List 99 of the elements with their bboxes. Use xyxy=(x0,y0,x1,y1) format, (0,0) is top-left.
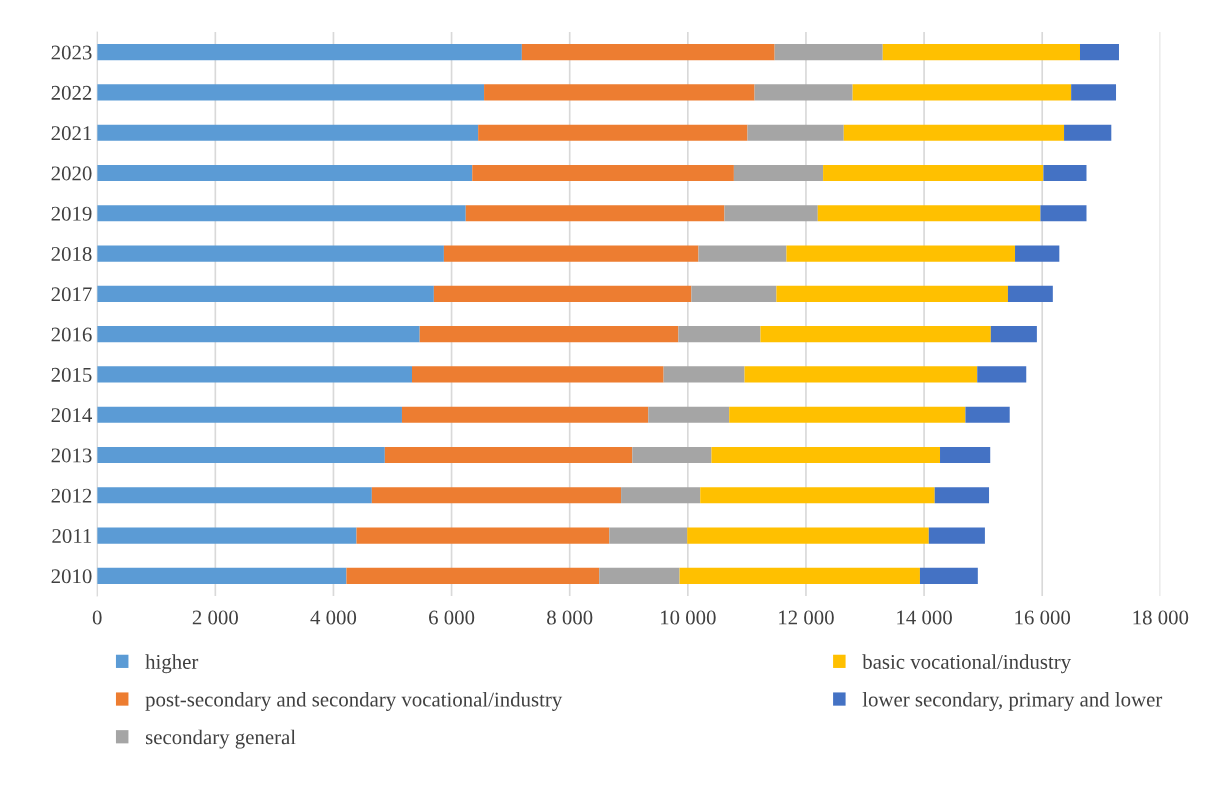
bar xyxy=(472,164,734,182)
bar xyxy=(97,285,434,302)
y-tick-label: 2019 xyxy=(51,206,92,221)
x-tick-label: 2 000 xyxy=(192,610,238,625)
bar xyxy=(1007,285,1053,302)
bar xyxy=(401,406,649,423)
bar xyxy=(412,366,664,383)
bar xyxy=(1015,245,1060,262)
bar xyxy=(928,527,985,544)
bar xyxy=(1064,124,1112,141)
bar xyxy=(1071,84,1117,101)
bar xyxy=(599,567,680,584)
bar xyxy=(97,366,412,383)
bar xyxy=(774,44,883,61)
bar xyxy=(648,406,730,423)
y-tick-label: 2017 xyxy=(51,287,92,302)
y-tick-label: 2018 xyxy=(51,246,92,261)
bar xyxy=(711,446,941,464)
bar xyxy=(97,44,522,61)
bar xyxy=(817,205,1041,222)
bar xyxy=(990,326,1037,343)
bar xyxy=(1043,164,1087,182)
bar xyxy=(1080,44,1119,61)
bar xyxy=(965,406,1010,423)
x-tick-label: 4 000 xyxy=(310,610,357,625)
y-tick-label: 2023 xyxy=(51,45,92,60)
bar xyxy=(356,527,610,544)
bar xyxy=(786,245,1016,262)
y-tick-label: 2021 xyxy=(51,126,92,141)
bar xyxy=(484,84,755,101)
bar xyxy=(700,487,935,504)
x-tick-label: 18 000 xyxy=(1133,610,1189,625)
bar xyxy=(698,245,787,262)
bar xyxy=(97,245,444,262)
x-tick-label: 12 000 xyxy=(779,610,834,625)
bar xyxy=(977,366,1027,383)
bar xyxy=(1040,205,1087,222)
legend-label: secondary general xyxy=(145,729,296,749)
x-tick-label: 6 000 xyxy=(429,610,475,625)
bar xyxy=(733,164,824,182)
bar xyxy=(97,446,385,464)
y-tick-label: 2012 xyxy=(51,488,92,503)
bar xyxy=(729,406,966,423)
bar xyxy=(724,205,818,222)
y-tick-label: 2010 xyxy=(51,569,92,584)
bar xyxy=(744,366,978,383)
bar xyxy=(384,446,633,464)
bar xyxy=(679,567,920,584)
y-tick-label: 2011 xyxy=(52,528,92,543)
x-tick-label: 0 xyxy=(92,610,102,625)
bar xyxy=(419,326,679,343)
legend-label: basic vocational/industry xyxy=(862,654,1072,674)
y-tick-label: 2015 xyxy=(51,367,92,382)
legend-label: higher xyxy=(145,654,199,674)
bar xyxy=(97,487,372,504)
y-tick-label: 2016 xyxy=(51,327,92,342)
bar xyxy=(776,285,1008,302)
legend-label: post-secondary and secondary vocational/industry xyxy=(145,691,563,711)
bar xyxy=(691,285,777,302)
y-tick-label: 2020 xyxy=(51,166,92,181)
y-tick-label: 2013 xyxy=(51,448,92,463)
bar xyxy=(609,527,688,544)
bar xyxy=(465,205,725,222)
bar xyxy=(97,567,347,584)
bar xyxy=(852,84,1072,101)
bar xyxy=(371,487,622,504)
y-tick-label: 2022 xyxy=(51,85,92,100)
bar xyxy=(687,527,929,544)
legend-label: lower secondary, primary and lower xyxy=(862,691,1163,711)
bar xyxy=(478,124,748,141)
x-tick-label: 14 000 xyxy=(897,610,952,625)
bar xyxy=(97,406,402,423)
bar xyxy=(433,285,692,302)
bar xyxy=(882,44,1080,61)
bar xyxy=(940,446,991,464)
x-tick-label: 10 000 xyxy=(661,610,716,625)
bar xyxy=(754,84,853,101)
bar xyxy=(823,164,1044,182)
bar xyxy=(621,487,701,504)
bar xyxy=(443,245,699,262)
bar xyxy=(97,326,420,343)
bar xyxy=(346,567,600,584)
bar xyxy=(747,124,844,141)
bar xyxy=(97,164,473,182)
bar xyxy=(632,446,712,464)
bar xyxy=(843,124,1065,141)
bar xyxy=(97,84,485,101)
bar xyxy=(521,44,775,61)
bar xyxy=(678,326,761,343)
bar xyxy=(97,124,479,141)
x-tick-label: 16 000 xyxy=(1015,610,1071,625)
x-tick-label: 8 000 xyxy=(547,610,593,625)
bar xyxy=(760,326,991,343)
bar xyxy=(934,487,990,504)
y-tick-label: 2014 xyxy=(51,408,93,423)
bar xyxy=(97,205,466,222)
bar xyxy=(97,527,357,544)
bar xyxy=(919,567,978,584)
bar xyxy=(663,366,745,383)
